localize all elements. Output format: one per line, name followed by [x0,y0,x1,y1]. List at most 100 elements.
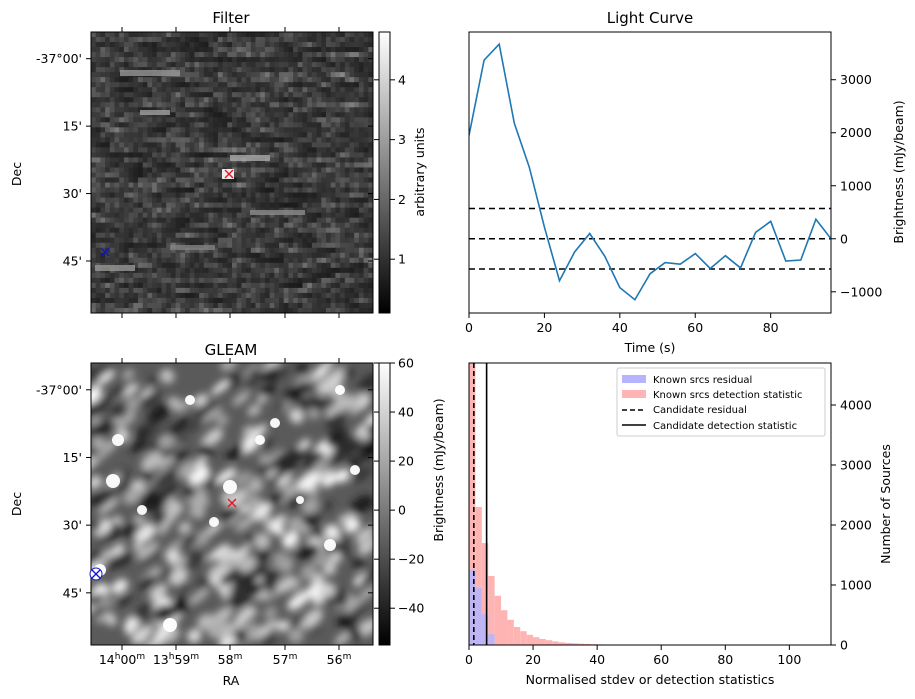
filter-pixel [264,142,270,148]
filter-pixel [368,307,373,313]
filter-pixel [274,277,280,284]
filter-pixel [166,277,172,284]
filter-pixel [368,247,373,254]
filter-pixel [302,122,308,128]
filter-pixel [199,277,205,284]
filter-pixel [335,162,341,168]
filter-pixel [330,62,336,68]
filter-pixel [105,217,111,224]
filter-pixel [232,37,238,43]
filter-pixel [363,202,369,209]
filter-pixel [307,152,313,158]
filter-pixel [114,257,120,264]
filter-pixel [283,267,289,274]
filter-pixel [185,87,191,93]
filter-pixel [222,242,228,249]
filter-pixel [217,62,223,68]
filter-pixel [199,47,205,53]
filter-pixel [109,82,115,88]
filter-pixel [91,302,97,309]
filter-pixel [255,187,261,193]
filter-pixel [180,107,186,113]
filter-pixel [185,182,191,188]
filter-pixel [321,107,327,113]
filter-pixel [175,302,181,309]
filter-pixel [368,97,373,103]
hist-bar-detection [533,637,540,645]
filter-pixel [358,92,364,98]
filter-pixel [203,202,209,209]
filter-pixel [293,187,299,193]
filter-pixel [260,307,266,313]
filter-pixel [368,107,373,113]
filter-pixel [241,107,247,113]
filter-pixel [279,242,285,249]
gleam-texture-blob [130,438,148,453]
filter-pixel [175,257,181,264]
filter-pixel [199,112,205,118]
filter-pixel [91,157,97,163]
filter-pixel [194,142,200,148]
filter-pixel [307,42,313,48]
filter-pixel [264,122,270,128]
filter-pixel [358,302,364,309]
filter-pixel [335,182,341,188]
filter-pixel [326,202,332,209]
filter-pixel [156,42,162,48]
filter-pixel [279,182,285,188]
filter-pixel [340,57,346,63]
filter-pixel [349,62,355,68]
filter-pixel [119,42,125,48]
filter-pixel [246,62,252,68]
filter-pixel [175,37,181,43]
filter-pixel [175,167,181,173]
filter-pixel [297,107,303,113]
filter-pixel [161,237,167,244]
filter-pixel [189,107,195,113]
filter-pixel [147,67,153,73]
filter-pixel [283,272,289,279]
filter-pixel [142,282,148,289]
filter-pixel [358,87,364,93]
filter-pixel [288,177,294,183]
gleam-texture-blob [217,547,237,565]
filter-pixel [232,242,238,249]
filter-pixel [213,172,219,178]
filter-pixel [213,272,219,279]
filter-pixel [236,202,242,209]
filter-pixel [326,32,332,38]
filter-pixel [288,132,294,138]
filter-pixel [208,262,214,269]
filter-pixel [119,32,125,38]
filter-pixel [368,277,373,284]
filter-pixel [175,102,181,108]
gleam-texture-blob [345,599,363,615]
filter-pixel [344,297,350,304]
filter-pixel [330,202,336,209]
filter-pixel [283,32,289,38]
filter-pixel [358,157,364,163]
filter-pixel [354,57,360,63]
filter-pixel [232,62,238,68]
filter-pixel [119,272,125,279]
gleam-texture-blob [195,402,220,424]
filter-pixel [227,107,233,113]
filter-pixel [217,152,223,158]
filter-pixel [269,282,275,289]
filter-pixel [269,177,275,183]
filter-pixel [250,62,256,68]
filter-pixel [264,77,270,83]
filter-pixel [189,212,195,219]
filter-pixel [344,272,350,279]
filter-pixel [283,47,289,53]
filter-pixel [100,57,106,63]
filter-pixel [109,102,115,108]
filter-pixel [203,212,209,219]
filter-pixel [349,167,355,173]
filter-pixel [236,172,242,178]
filter-pixel [349,247,355,254]
filter-pixel [208,37,214,43]
filter-pixel [330,47,336,53]
filter-pixel [283,102,289,108]
filter-pixel [274,237,280,244]
